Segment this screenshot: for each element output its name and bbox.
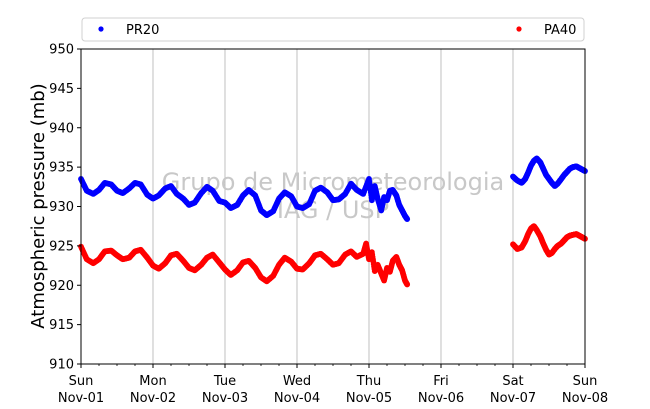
legend-box: [81, 17, 585, 42]
x-tick-label-day: Sun: [69, 374, 94, 389]
legend-label-pr20: PR20: [126, 23, 159, 38]
axes: Sun Nov-01 Mon Nov-02 Tue Nov-03 Wed Nov-04 Thu N…: [49, 43, 608, 407]
y-tick-label: 930: [49, 200, 74, 215]
data-point: [404, 216, 411, 223]
x-tick-label-day: Tue: [213, 374, 236, 389]
y-tick-label: 945: [49, 82, 74, 97]
data-point: [404, 281, 411, 288]
x-tick-label-day: Sun: [573, 374, 598, 389]
legend-label-pa40: PA40: [544, 23, 576, 38]
legend: PR20 PA40: [81, 17, 585, 42]
y-axis-label: Atmospheric pressure (mb): [28, 83, 49, 328]
y-tick-label: 940: [49, 121, 74, 136]
y-tick-label: 910: [49, 358, 74, 373]
y-tick-label: 950: [49, 43, 74, 58]
watermark-line-1: Grupo de Micrometeorologia: [162, 168, 504, 196]
x-tick-label-day: Fri: [433, 374, 449, 389]
x-tick-label-date: Nov-05: [346, 391, 392, 406]
data-series: [78, 155, 588, 288]
x-tick-label-date: Nov-03: [202, 391, 248, 406]
y-tick-label: 925: [49, 239, 74, 254]
x-tick-label-date: Nov-04: [274, 391, 320, 406]
y-tick-label: 915: [49, 318, 74, 333]
x-tick-label-day: Thu: [356, 374, 381, 389]
legend-marker-pr20: [98, 26, 104, 32]
y-tick-label: 935: [49, 161, 74, 176]
x-tick-label-day: Sat: [502, 374, 523, 389]
x-tick-label-date: Nov-02: [130, 391, 176, 406]
series-pa40: [78, 223, 588, 288]
y-tick-label: 920: [49, 279, 74, 294]
x-tick-label-date: Nov-07: [490, 391, 536, 406]
legend-marker-pa40: [516, 26, 522, 32]
x-tick-label-date: Nov-08: [562, 391, 608, 406]
series-pr20: [78, 155, 588, 223]
x-tick-label-date: Nov-06: [418, 391, 464, 406]
x-tick-label-date: Nov-01: [58, 391, 104, 406]
x-tick-label-day: Mon: [139, 374, 166, 389]
x-tick-label-day: Wed: [283, 374, 311, 389]
